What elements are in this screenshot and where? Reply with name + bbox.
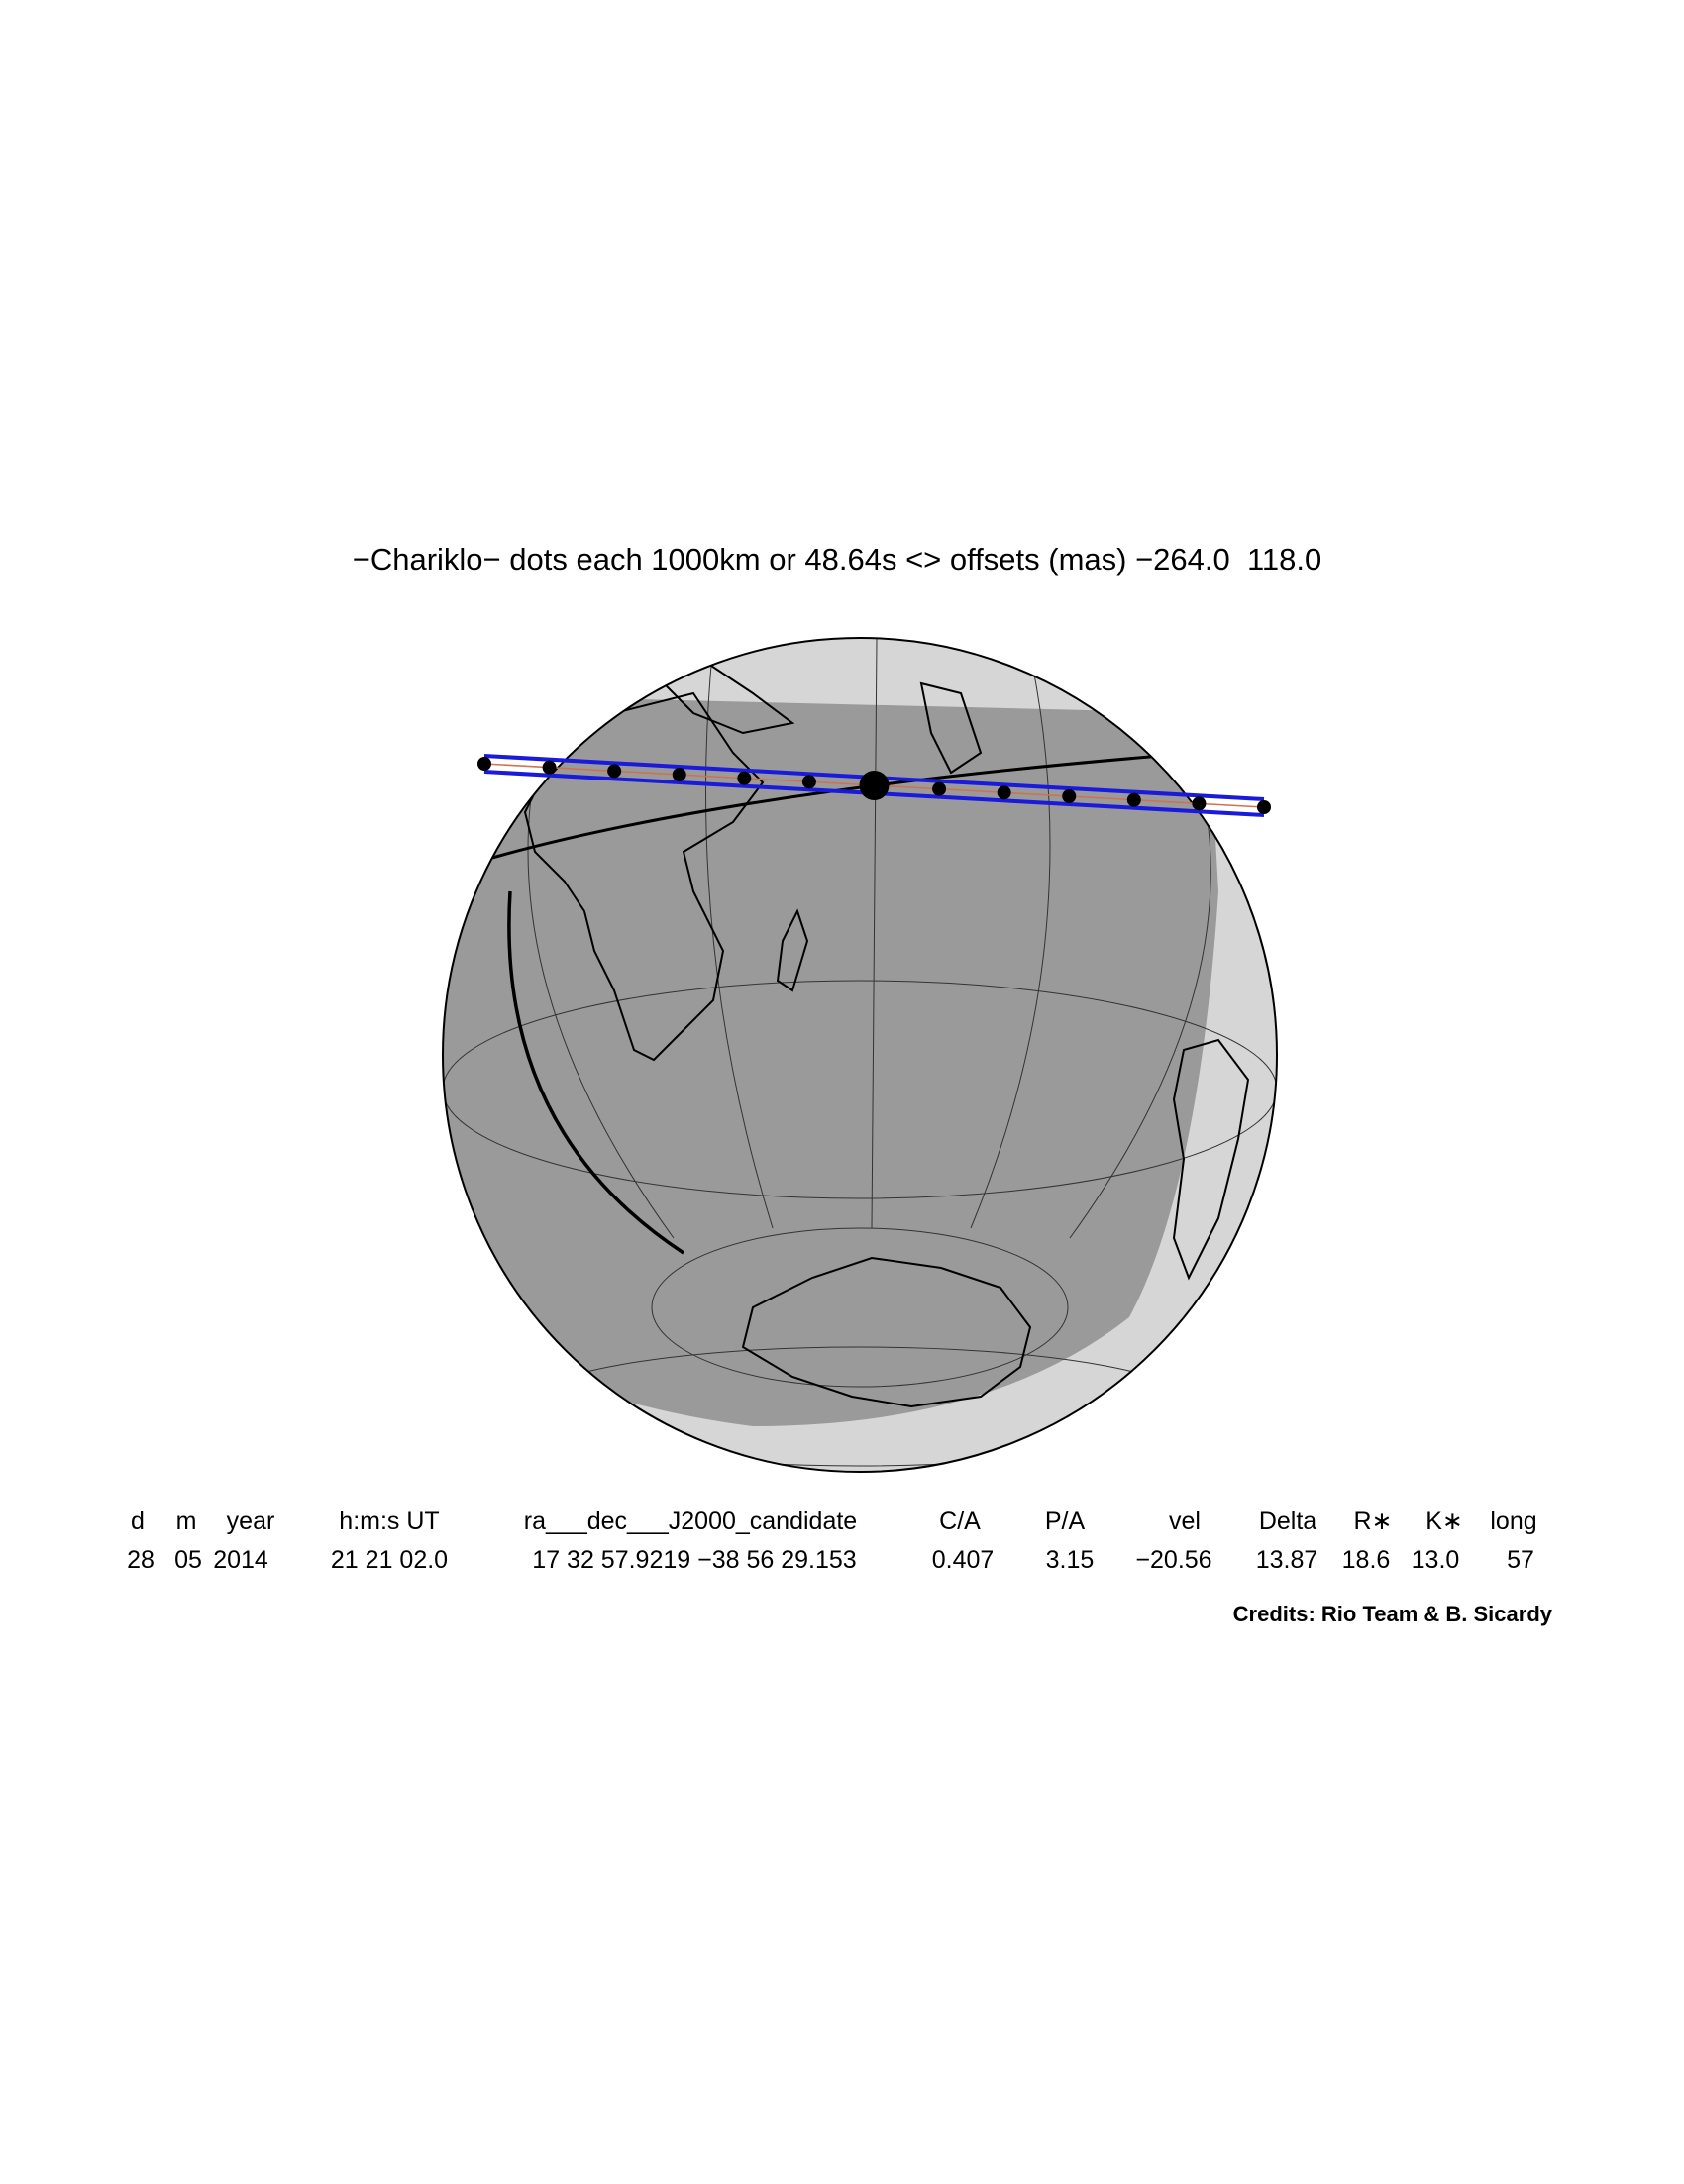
globe-shading: [443, 638, 1277, 1467]
title: −Chariklo− dots each 1000km or 48.64s <>…: [353, 542, 1322, 576]
coastline: [1172, 1038, 1250, 1281]
track-dot: [1257, 800, 1271, 814]
table-cell: 57: [1507, 1546, 1534, 1574]
grid-line: [651, 1227, 1069, 1388]
coastline: [523, 691, 765, 1062]
track-dot: [1062, 789, 1077, 803]
table-cell: 13.0: [1412, 1546, 1460, 1574]
table-cell: 13.87: [1256, 1546, 1318, 1574]
column-header: year: [227, 1508, 275, 1535]
globe: [442, 637, 1278, 1473]
closest-approach-dot: [859, 771, 890, 800]
grid-line: [705, 643, 774, 1229]
globe-limb: [442, 637, 1278, 1473]
track-dot: [1126, 792, 1141, 807]
data-table: d m year h:m:s UT ra___dec___J2000_candidate…: [127, 1508, 1537, 1574]
coastline: [919, 681, 983, 775]
track-dot: [672, 768, 686, 781]
table-cell: 2014: [213, 1546, 268, 1574]
coastline: [776, 908, 809, 992]
track-dot: [737, 771, 752, 785]
column-header: m: [176, 1508, 197, 1535]
column-header: C/A: [939, 1508, 981, 1535]
column-header: K∗: [1425, 1508, 1463, 1535]
table-cell: 05: [174, 1546, 202, 1574]
shadow-region: [443, 693, 1218, 1426]
track-dot: [477, 757, 491, 771]
table-cell: 28: [127, 1546, 155, 1574]
table-cell: 0.407: [932, 1546, 995, 1574]
table-cell: 21 21 02.0: [331, 1546, 448, 1574]
column-header: P/A: [1045, 1508, 1086, 1535]
column-header: ra___dec___J2000_candidate: [524, 1508, 857, 1535]
terminator: [445, 751, 1200, 874]
table-cell: −20.56: [1135, 1546, 1211, 1574]
track-dot: [1192, 796, 1207, 811]
column-header: vel: [1169, 1508, 1201, 1535]
track-dot: [607, 764, 622, 779]
track-dot: [997, 785, 1011, 800]
track-dot: [801, 775, 816, 789]
table-cell: 3.15: [1046, 1546, 1095, 1574]
coastline: [741, 1256, 1032, 1408]
grid-line: [443, 980, 1277, 1199]
table-cell: 18.6: [1342, 1546, 1391, 1574]
table-cell: 17 32 57.9219 −38 56 29.153: [532, 1546, 856, 1574]
credits: Credits: Rio Team & B. Sicardy: [1233, 1602, 1553, 1626]
column-header: long: [1490, 1508, 1536, 1535]
shadow-path: [477, 754, 1271, 817]
column-header: Delta: [1259, 1508, 1316, 1535]
grid-line: [970, 653, 1051, 1229]
track-dot: [542, 760, 557, 775]
grid-line: [871, 638, 878, 1229]
track-dot: [932, 781, 947, 796]
column-header: d: [131, 1508, 145, 1535]
column-header: R∗: [1353, 1508, 1392, 1535]
terminator: [507, 890, 684, 1255]
column-header: h:m:s UT: [339, 1508, 439, 1535]
